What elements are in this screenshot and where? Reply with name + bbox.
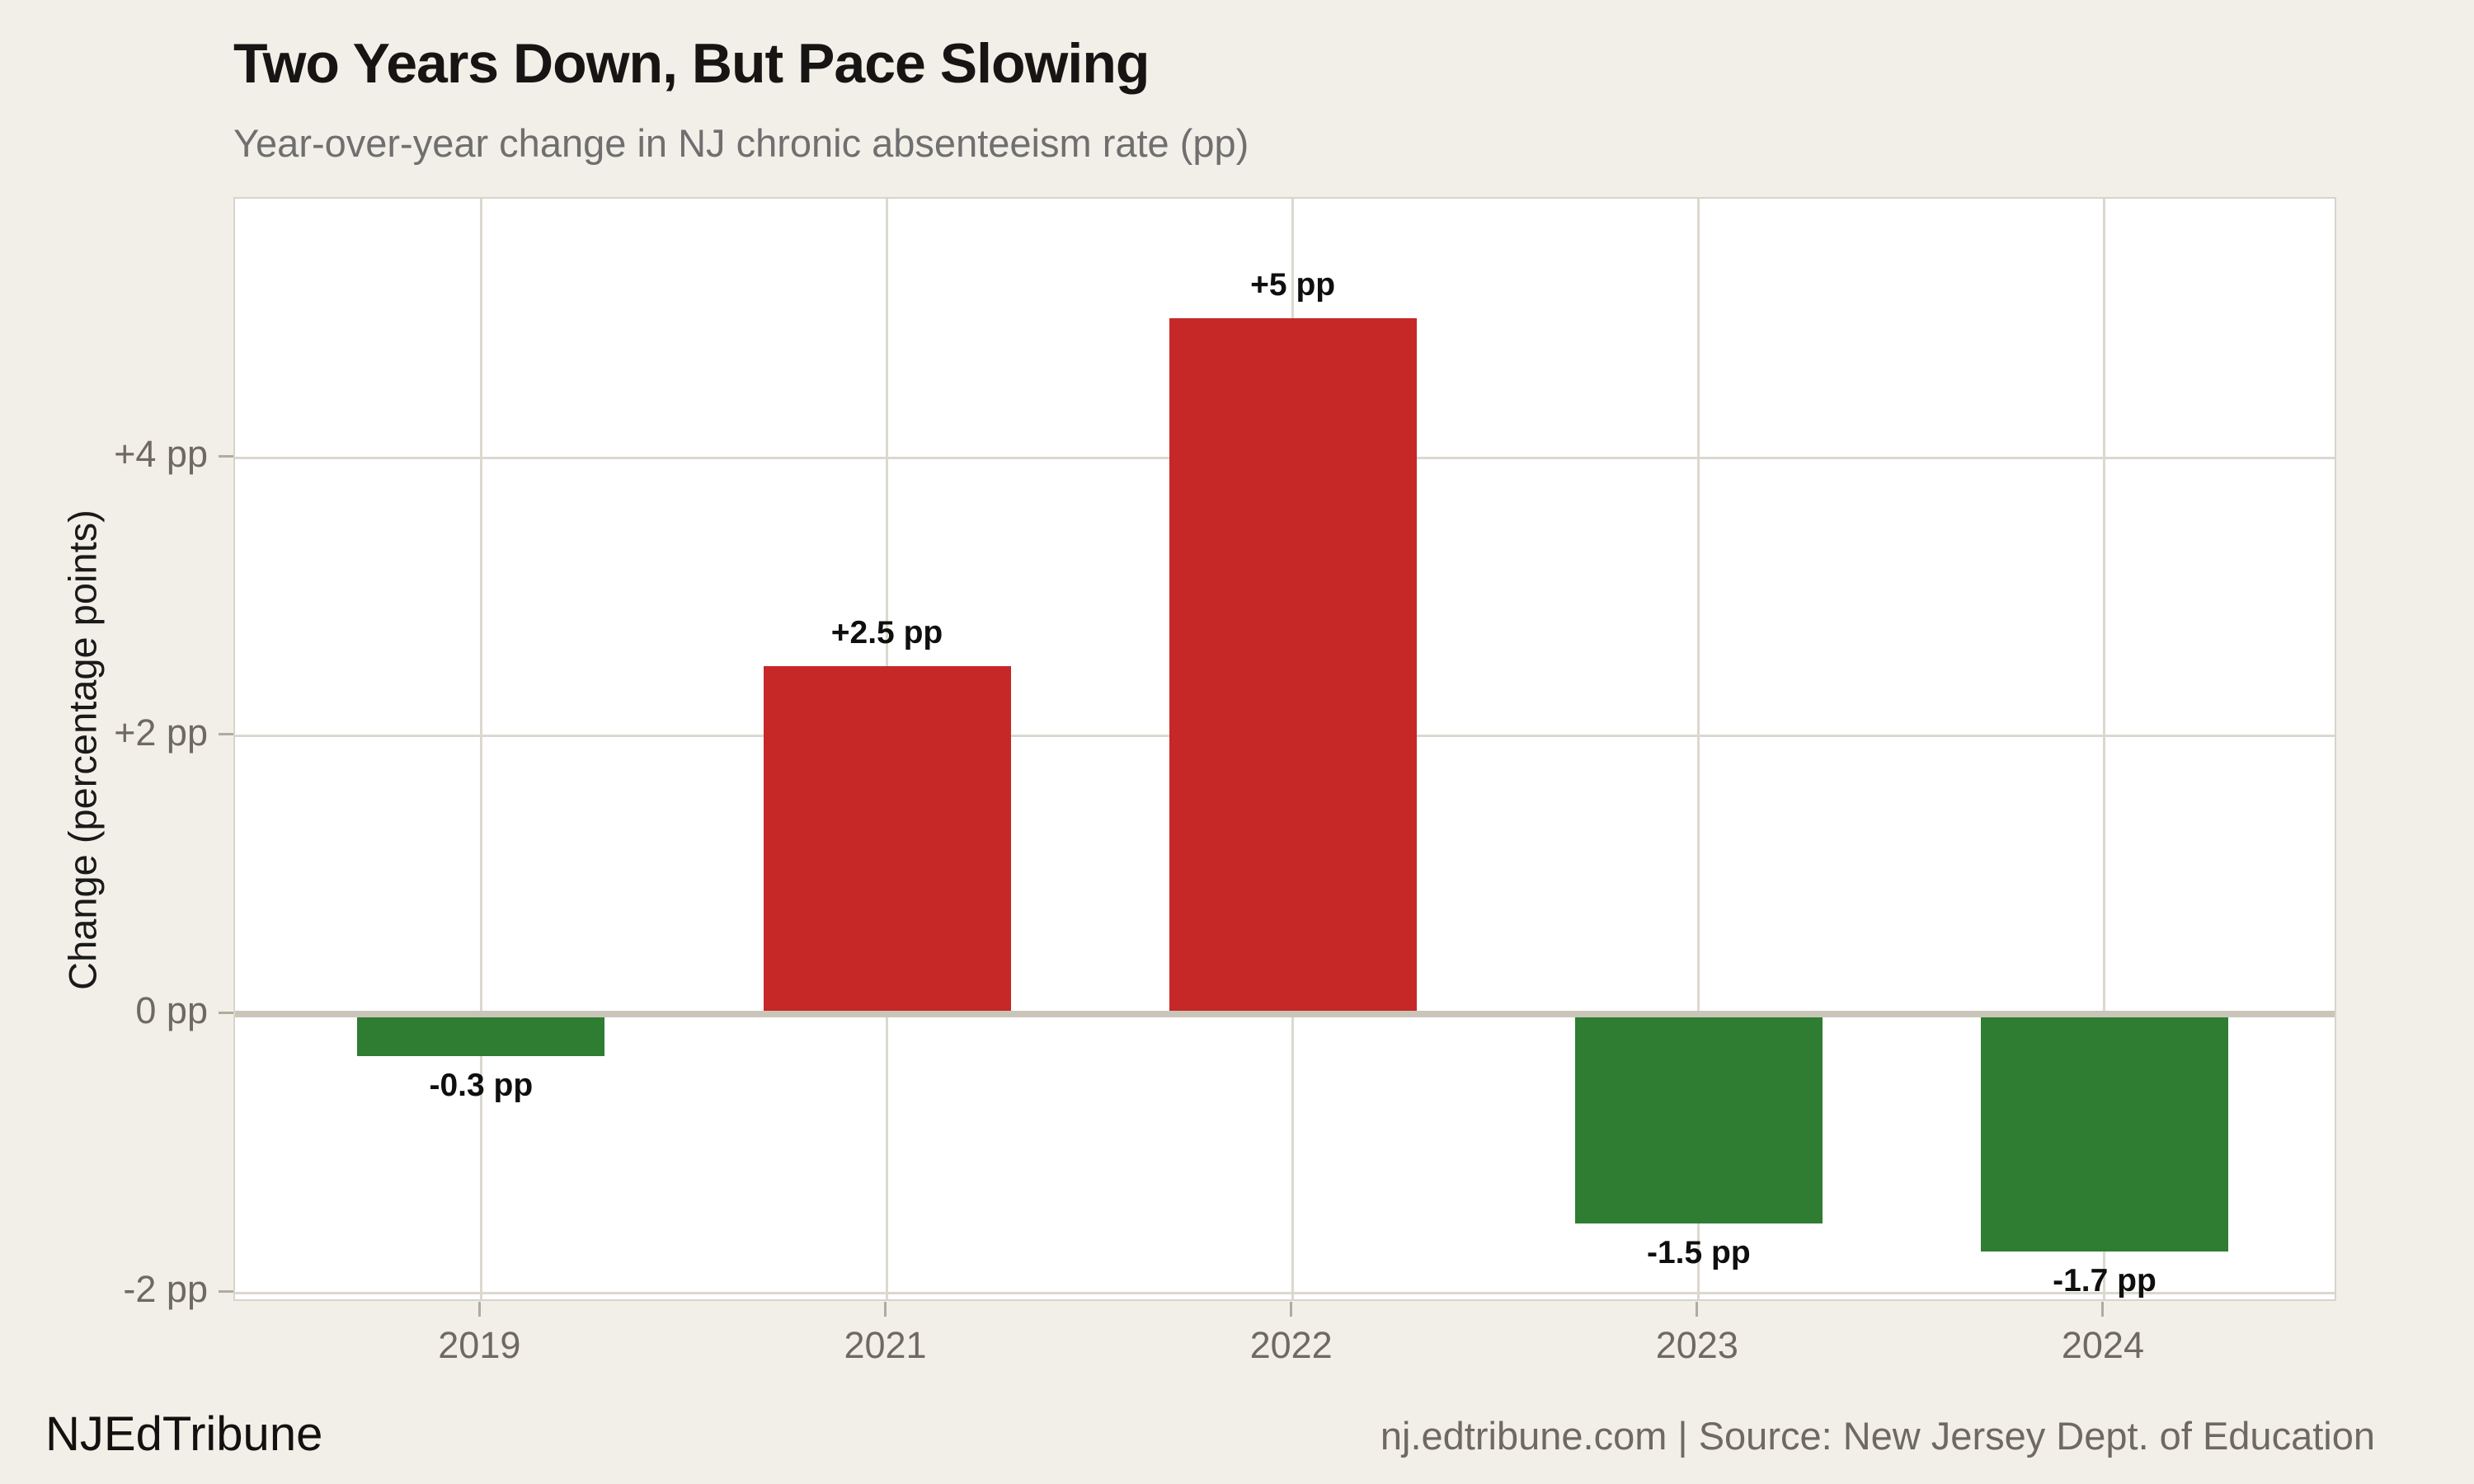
y-axis-tick	[219, 1011, 233, 1014]
bar-2024	[1980, 1014, 2228, 1252]
x-axis-tick-label: 2022	[1249, 1324, 1333, 1366]
footer-brand: NJEdTribune	[45, 1407, 323, 1461]
bar-value-label: +2.5 pp	[830, 615, 943, 651]
vertical-gridline	[2103, 199, 2106, 1299]
vertical-gridline	[1697, 199, 1700, 1299]
x-axis-tick-label: 2023	[1655, 1324, 1738, 1366]
x-axis-tick-label: 2019	[438, 1324, 521, 1366]
bar-2023	[1574, 1014, 1823, 1223]
y-axis-tick-label: 0 pp	[135, 989, 208, 1032]
bar-2021	[763, 666, 1011, 1015]
x-axis-tick	[2101, 1302, 2105, 1317]
zero-baseline	[235, 1011, 2335, 1018]
bar-value-label: -1.5 pp	[1646, 1234, 1751, 1270]
horizontal-gridline	[235, 1291, 2335, 1294]
chart-subtitle: Year-over-year change in NJ chronic abse…	[233, 121, 1249, 165]
y-axis-tick-label: +4 pp	[114, 433, 208, 476]
x-axis-tick	[1696, 1302, 1699, 1317]
y-axis-tick-label: +2 pp	[114, 711, 208, 754]
plot-area: -0.3 pp +2.5 pp +5 pp -1.5 pp -1.7 pp	[233, 197, 2336, 1301]
x-axis-tick	[477, 1302, 481, 1317]
x-axis-tick-label: 2021	[844, 1324, 927, 1366]
bar-2022	[1169, 318, 1417, 1015]
x-axis-tick	[884, 1302, 887, 1317]
x-axis-tick	[1290, 1302, 1293, 1317]
bar-2019	[357, 1014, 605, 1057]
x-axis-tick-label: 2024	[2061, 1324, 2144, 1366]
footer-source-attribution: nj.edtribune.com | Source: New Jersey De…	[1380, 1414, 2375, 1458]
y-axis-tick	[219, 454, 233, 458]
bar-value-label: -1.7 pp	[2053, 1262, 2157, 1298]
bar-value-label: -0.3 pp	[429, 1068, 534, 1104]
y-axis-tick	[219, 1289, 233, 1293]
y-axis-tick-label: -2 pp	[123, 1268, 208, 1311]
chart-title: Two Years Down, But Pace Slowing	[233, 32, 1150, 95]
vertical-gridline	[479, 199, 482, 1299]
bar-value-label: +5 pp	[1250, 267, 1336, 303]
y-axis-tick	[219, 733, 233, 736]
